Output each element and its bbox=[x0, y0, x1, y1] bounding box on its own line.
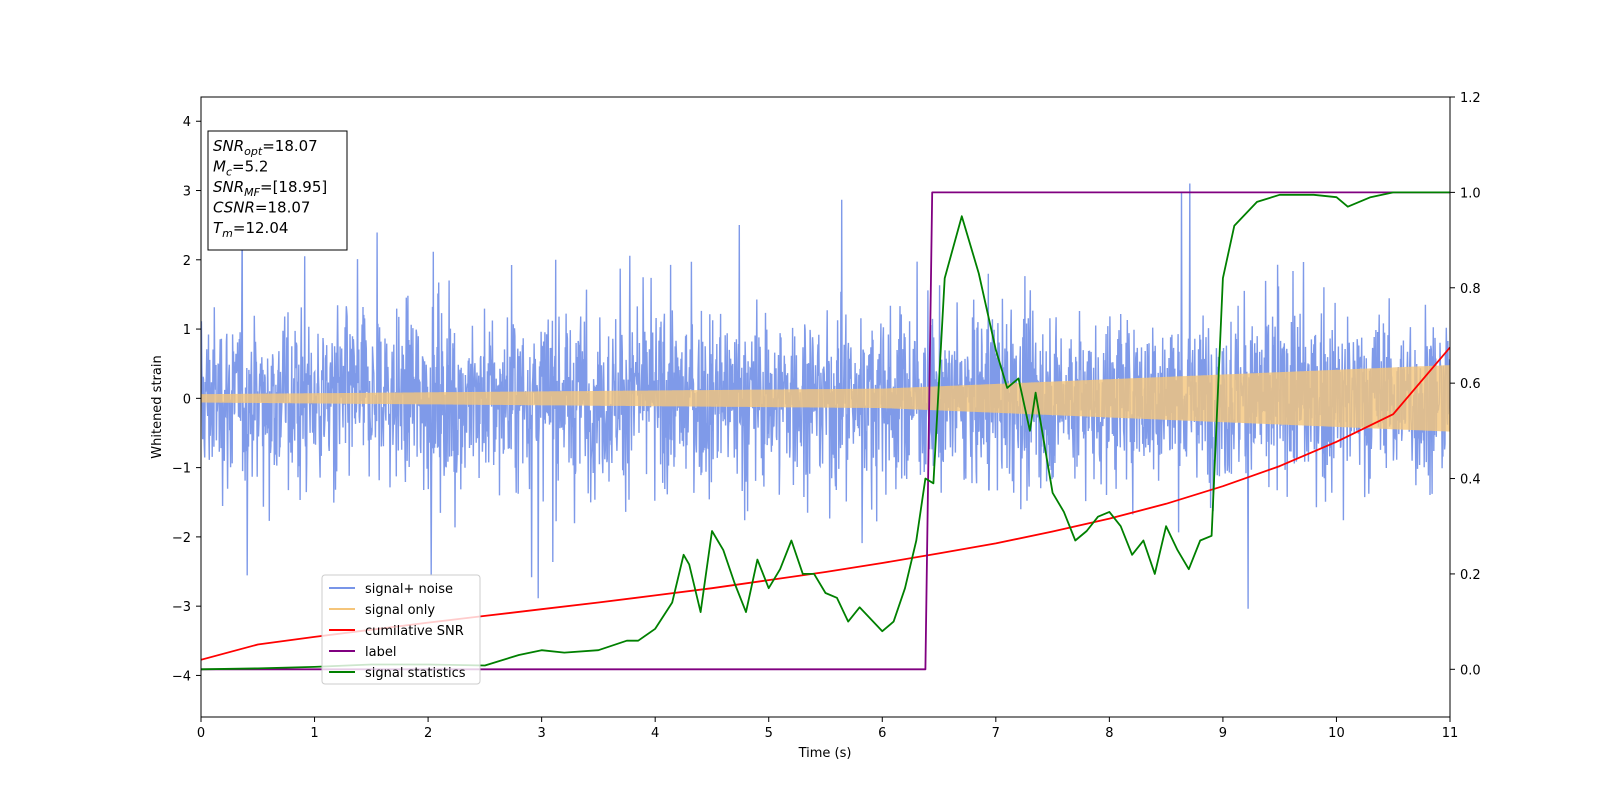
textbox-symbol: M bbox=[213, 158, 226, 176]
y2-tick-label: 1.2 bbox=[1460, 91, 1481, 106]
y2-tick-label: 1.0 bbox=[1460, 186, 1481, 201]
y-tick-label: −1 bbox=[172, 462, 191, 477]
x-tick-label: 8 bbox=[1105, 726, 1113, 741]
legend-label: cumilative SNR bbox=[365, 624, 464, 639]
y-axis-label: Whitened strain bbox=[150, 355, 165, 458]
y-tick-label: 1 bbox=[183, 323, 191, 338]
textbox-line: Mc=5.2 bbox=[213, 158, 268, 179]
plot-frame bbox=[200, 96, 1451, 718]
x-axis-label: Time (s) bbox=[798, 746, 852, 761]
textbox-value: =18.07 bbox=[255, 199, 311, 217]
textbox-symbol: CSNR bbox=[213, 199, 255, 217]
x-tick-label: 9 bbox=[1219, 726, 1227, 741]
legend-label: signal statistics bbox=[365, 666, 466, 681]
textbox-symbol: T bbox=[213, 219, 224, 237]
y-tick-label: 4 bbox=[183, 115, 191, 130]
x-tick-label: 2 bbox=[424, 726, 432, 741]
textbox-value: =[18.95] bbox=[260, 178, 327, 196]
textbox-frame bbox=[207, 130, 348, 251]
textbox-subscript: m bbox=[222, 227, 233, 240]
series-label bbox=[201, 191, 1450, 671]
y-tick-label: −3 bbox=[172, 600, 191, 615]
y-tick-label: 3 bbox=[183, 185, 191, 200]
series-signal-only bbox=[201, 365, 1450, 432]
y-tick-label: −4 bbox=[172, 669, 191, 684]
y-axis-left: −4 −3 −2 −1 0 1 2 3 4 bbox=[172, 115, 201, 684]
x-tick-label: 6 bbox=[878, 726, 886, 741]
textbox-line: SNRopt=18.07 bbox=[213, 137, 318, 158]
legend-label: signal+ noise bbox=[365, 582, 453, 597]
textbox-subscript: opt bbox=[244, 145, 263, 158]
textbox-subscript: c bbox=[226, 166, 232, 179]
y-tick-label: 2 bbox=[183, 254, 191, 269]
legend: signal+ noise signal only cumilative SNR la… bbox=[321, 574, 481, 685]
textbox-line: SNRMF=[18.95] bbox=[213, 178, 327, 199]
textbox-symbol: SNR bbox=[213, 137, 244, 155]
textbox-line: Tm=12.04 bbox=[213, 219, 288, 240]
stats-textbox: SNRopt=18.07Mc=5.2SNRMF=[18.95]CSNR=18.0… bbox=[207, 130, 348, 251]
textbox-value: =5.2 bbox=[232, 158, 268, 176]
series-signal-statistics bbox=[201, 191, 1450, 671]
textbox-value: =12.04 bbox=[233, 219, 289, 237]
textbox-line: CSNR=18.07 bbox=[213, 199, 310, 217]
y-tick-label: −2 bbox=[172, 531, 191, 546]
x-tick-label: 4 bbox=[651, 726, 659, 741]
y2-tick-label: 0.6 bbox=[1460, 377, 1481, 392]
x-tick-label: 5 bbox=[765, 726, 773, 741]
y2-tick-label: 0.4 bbox=[1460, 473, 1481, 488]
y2-tick-label: 0.2 bbox=[1460, 568, 1481, 583]
x-tick-label: 7 bbox=[992, 726, 1000, 741]
y-tick-label: 0 bbox=[183, 392, 191, 407]
x-axis: 0 1 2 3 4 5 6 7 8 9 10 11 bbox=[197, 717, 1458, 741]
x-tick-label: 0 bbox=[197, 726, 205, 741]
y2-tick-label: 0.0 bbox=[1460, 663, 1481, 678]
y2-tick-label: 0.8 bbox=[1460, 282, 1481, 297]
textbox-value: =18.07 bbox=[262, 137, 318, 155]
x-tick-label: 1 bbox=[310, 726, 318, 741]
textbox-subscript: MF bbox=[244, 186, 260, 199]
legend-label: label bbox=[365, 645, 396, 660]
y-axis-right: 0.0 0.2 0.4 0.6 0.8 1.0 1.2 bbox=[1450, 91, 1481, 678]
x-tick-label: 11 bbox=[1442, 726, 1459, 741]
x-tick-label: 3 bbox=[537, 726, 545, 741]
x-tick-label: 10 bbox=[1328, 726, 1345, 741]
legend-frame bbox=[321, 574, 481, 685]
textbox-symbol: SNR bbox=[213, 178, 244, 196]
legend-label: signal only bbox=[365, 603, 435, 618]
